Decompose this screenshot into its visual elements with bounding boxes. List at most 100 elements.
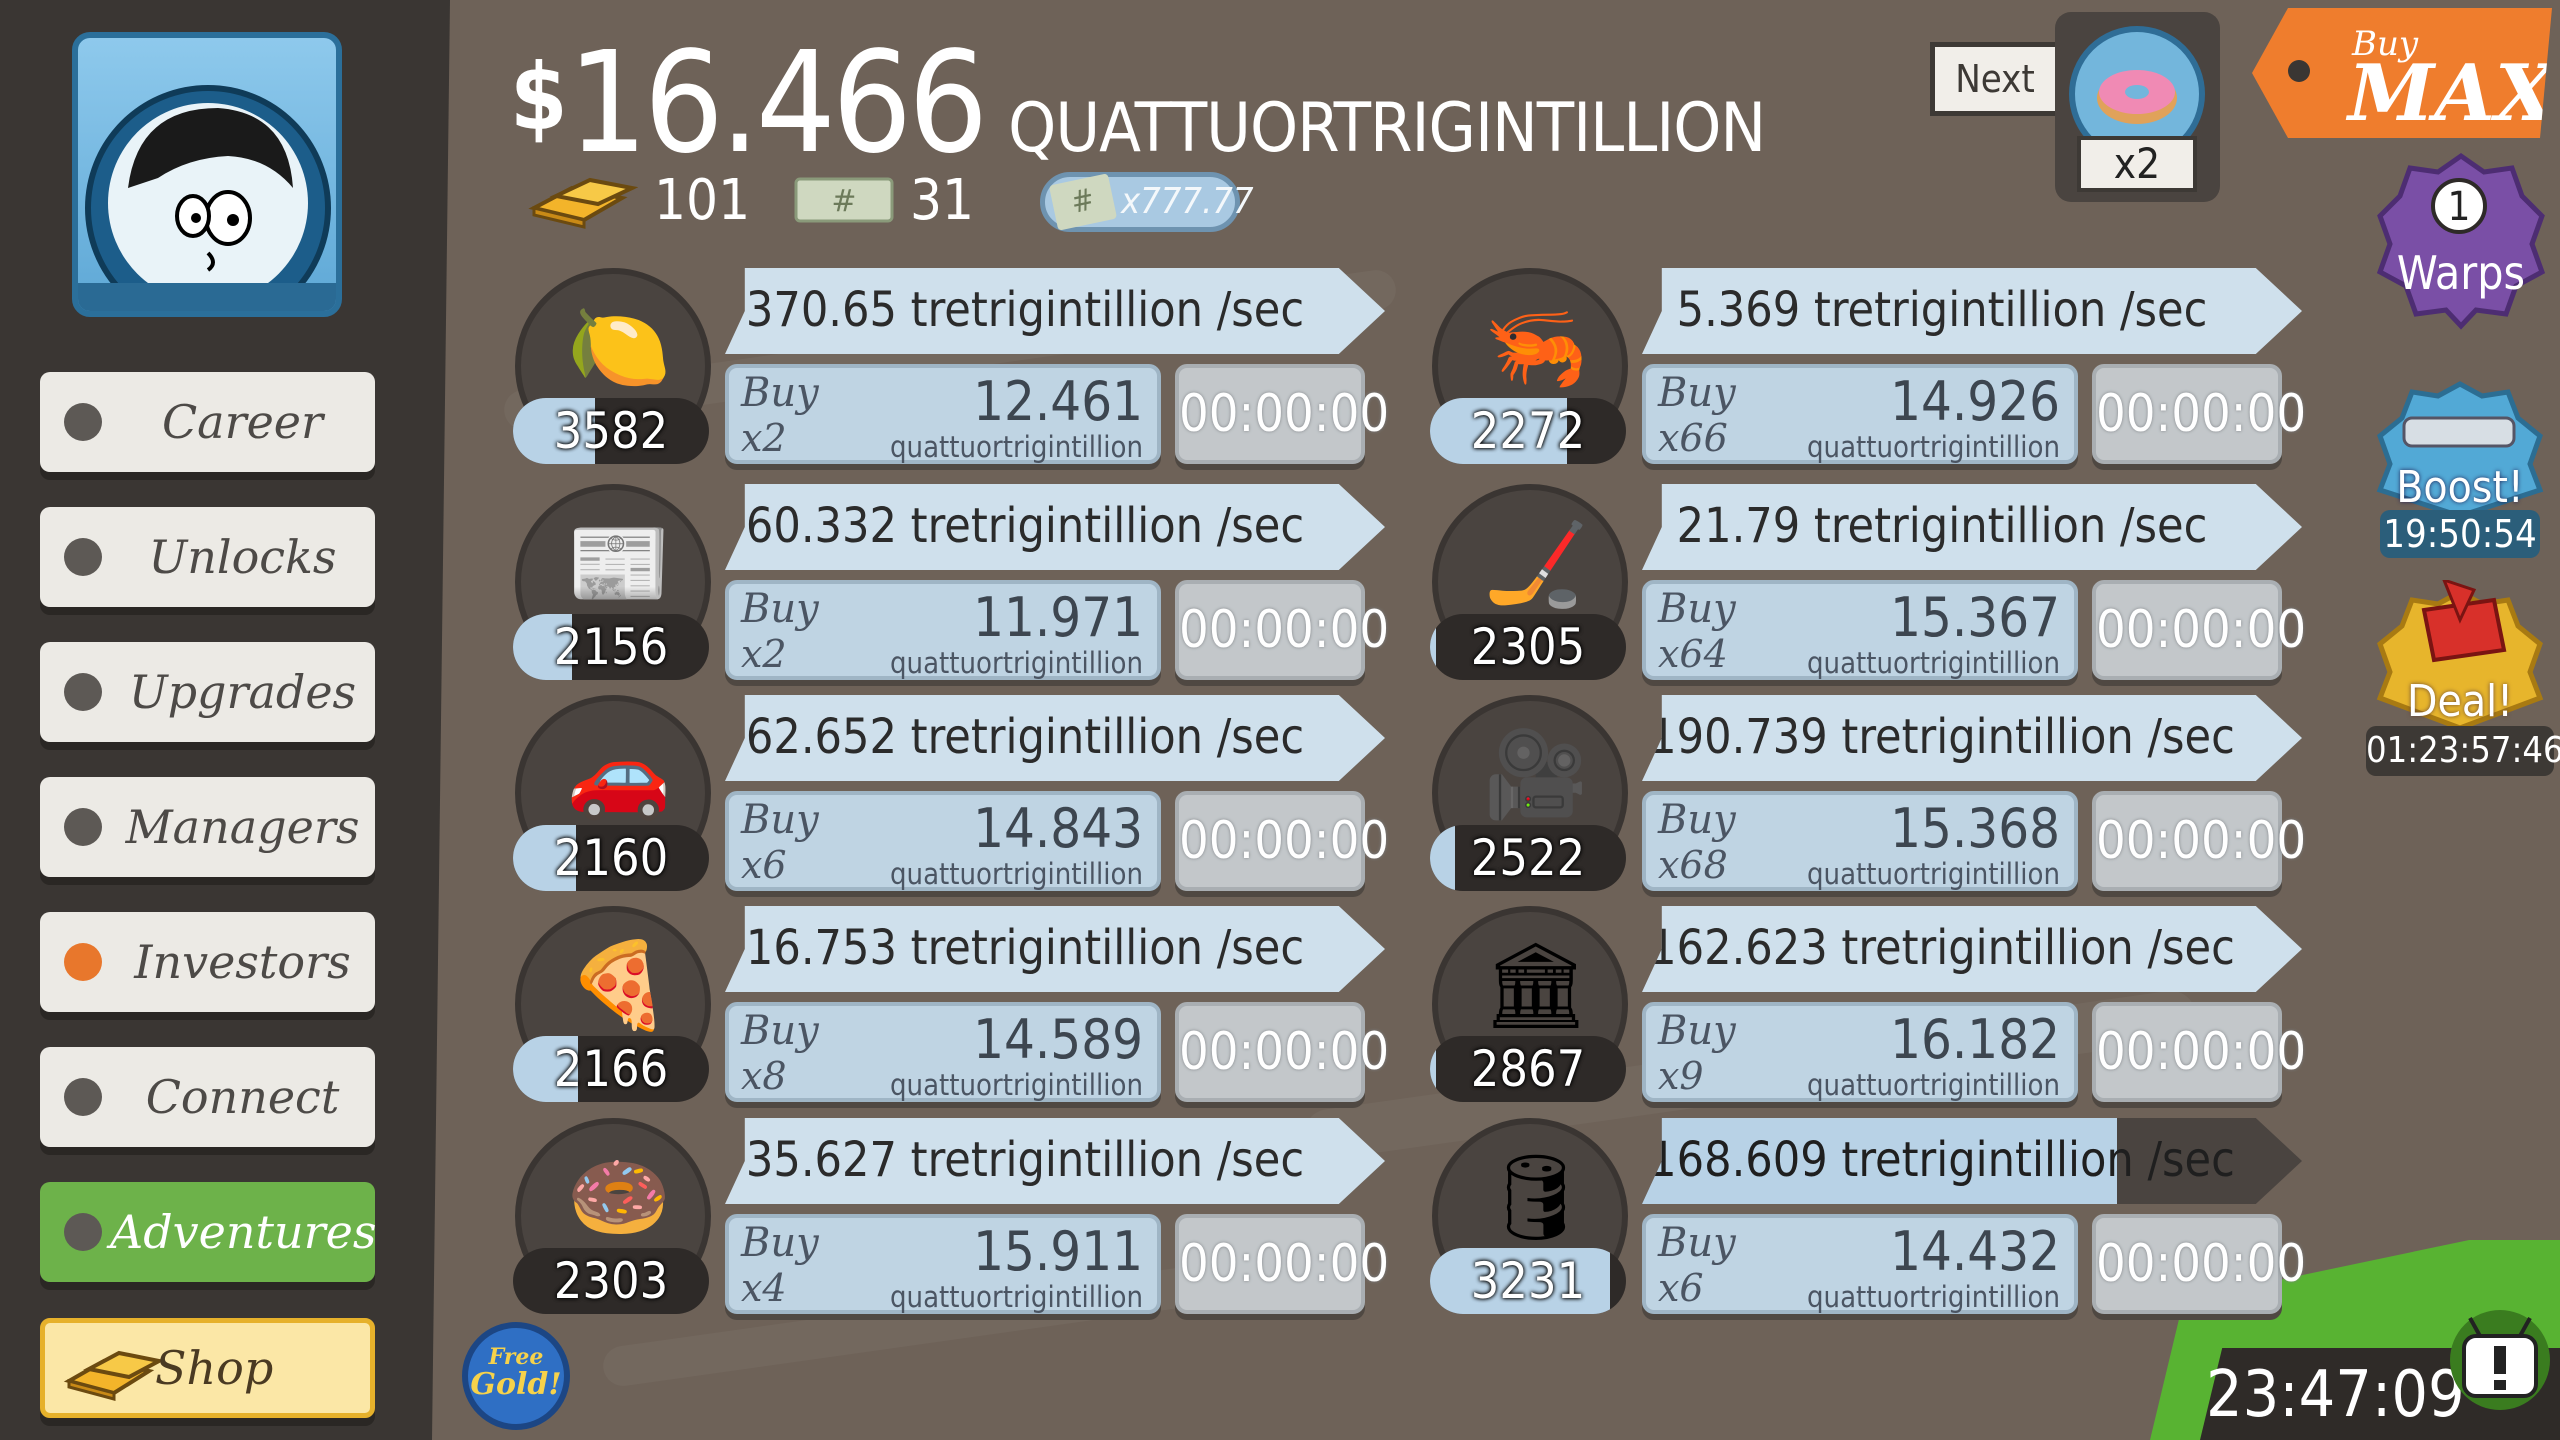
owned-count: 2166 — [553, 1040, 669, 1098]
milestone-progress-fill — [513, 1036, 578, 1102]
buy-button[interactable]: Buy x4 15.911 quattuortrigintillion — [725, 1214, 1161, 1314]
gold-bars-icon — [63, 1350, 165, 1401]
adventures-status-dot — [64, 1213, 102, 1251]
buy-word: Buy — [741, 586, 819, 632]
buy-price: 14.589 — [973, 1008, 1143, 1071]
owned-count: 3231 — [1470, 1252, 1586, 1310]
revenue-rate-bar[interactable]: 21.79 tretrigintillion /sec — [1642, 484, 2302, 570]
shop-label: Shop — [155, 1341, 274, 1395]
buy-price: 15.911 — [973, 1220, 1143, 1283]
sidebar-item-managers[interactable]: Managers — [40, 777, 375, 877]
cycle-timer-text: 00:00:00 — [2096, 1022, 2307, 1082]
gold-count: 101 — [654, 167, 751, 233]
owned-count: 2303 — [553, 1252, 669, 1310]
cycle-timer-text: 00:00:00 — [2096, 811, 2307, 871]
business-row: 📰 2156 60.332 tretrigintillion /sec Buy x2 11… — [513, 484, 1655, 684]
revenue-rate-bar[interactable]: 370.65 tretrigintillion /sec — [725, 268, 1385, 354]
owned-count: 3582 — [553, 402, 669, 460]
revenue-rate-bar[interactable]: 190.739 tretrigintillion /sec — [1642, 695, 2302, 781]
buy-price-unit: quattuortrigintillion — [889, 857, 1143, 891]
revenue-rate: 60.332 tretrigintillion /sec — [745, 498, 1305, 554]
boost-button[interactable]: Boost! 19:50:54 — [2374, 380, 2546, 560]
buy-multiplier: x8 — [741, 1054, 787, 1098]
buy-button[interactable]: Buy x8 14.589 quattuortrigintillion — [725, 1002, 1161, 1102]
cycle-progress-fill — [1642, 1118, 2118, 1204]
buy-button[interactable]: Buy x2 11.971 quattuortrigintillion — [725, 580, 1161, 680]
megabucks-icon: # — [1048, 173, 1118, 231]
buy-word: Buy — [1658, 1008, 1736, 1054]
sidebar-item-label: Connect — [145, 1070, 340, 1124]
business-row: 🎥 2522 190.739 tretrigintillion /sec Buy x68… — [1430, 695, 2560, 895]
warps-count: 1 — [2431, 178, 2487, 234]
connect-status-dot — [64, 1078, 102, 1116]
sidebar-item-connect[interactable]: Connect — [40, 1047, 375, 1147]
buy-button[interactable]: Buy x2 12.461 quattuortrigintillion — [725, 364, 1161, 464]
cycle-timer-text: 00:00:00 — [1179, 1234, 1390, 1294]
milestone-progress-fill — [1430, 825, 1456, 891]
milestone-progress-fill — [513, 614, 572, 680]
milestone-progress-fill — [1430, 1036, 1436, 1102]
revenue-rate-bar[interactable]: 16.753 tretrigintillion /sec — [725, 906, 1385, 992]
shop-button[interactable]: Shop — [40, 1318, 375, 1418]
cycle-timer: 00:00:00 — [2092, 791, 2307, 891]
event-timer: 23:47:09 — [2206, 1358, 2465, 1432]
sidebar-item-career[interactable]: Career — [40, 372, 375, 472]
free-gold-line1: Free — [488, 1344, 544, 1370]
buy-max-bottom: MAX — [2348, 48, 2556, 139]
megabucks-icon: # — [794, 177, 894, 223]
business-row: 🚗 2160 62.652 tretrigintillion /sec Buy x6 14… — [513, 695, 1655, 895]
sidebar-item-unlocks[interactable]: Unlocks — [40, 507, 375, 607]
avatar[interactable] — [72, 32, 342, 317]
buy-button[interactable]: Buy x6 14.432 quattuortrigintillion — [1642, 1214, 2078, 1314]
deal-button[interactable]: Deal! 01:23:57:46 — [2366, 577, 2560, 780]
revenue-rate: 21.79 tretrigintillion /sec — [1676, 498, 2208, 554]
buy-max-button[interactable]: Buy MAX — [2252, 8, 2552, 138]
revenue-rate-bar[interactable]: 162.623 tretrigintillion /sec — [1642, 906, 2302, 992]
buy-button[interactable]: Buy x68 15.368 quattuortrigintillion — [1642, 791, 2078, 891]
buy-button[interactable]: Buy x66 14.926 quattuortrigintillion — [1642, 364, 2078, 464]
multiplier-badge[interactable]: # x777.77 — [1040, 172, 1253, 232]
sidebar-item-investors[interactable]: Investors — [40, 912, 375, 1012]
buy-button[interactable]: Buy x6 14.843 quattuortrigintillion — [725, 791, 1161, 891]
buy-price: 11.971 — [973, 586, 1143, 649]
revenue-rate-bar[interactable]: 35.627 tretrigintillion /sec — [725, 1118, 1385, 1204]
buy-multiplier: x6 — [1658, 1266, 1704, 1310]
buy-button[interactable]: Buy x9 16.182 quattuortrigintillion — [1642, 1002, 2078, 1102]
lemon-icon: 🍋 — [566, 297, 672, 396]
buy-max-top: Buy — [2352, 24, 2419, 64]
sidebar-item-label: Managers — [125, 800, 360, 854]
revenue-rate: 162.623 tretrigintillion /sec — [1649, 920, 2235, 976]
revenue-rate: 62.652 tretrigintillion /sec — [745, 709, 1305, 765]
buy-price: 14.432 — [1890, 1220, 2060, 1283]
owned-count-bar: 3582 — [513, 398, 709, 464]
buy-price-unit: quattuortrigintillion — [889, 1280, 1143, 1314]
buy-button[interactable]: Buy x64 15.367 quattuortrigintillion — [1642, 580, 2078, 680]
car-wash-icon: 🚗 — [566, 724, 672, 823]
next-upgrade-panel[interactable]: x2 — [2055, 12, 2220, 202]
business-row: 🏛 2867 162.623 tretrigintillion /sec Buy x9 1… — [1430, 906, 2560, 1106]
revenue-rate-bar[interactable]: 5.369 tretrigintillion /sec — [1642, 268, 2302, 354]
sidebar-item-upgrades[interactable]: Upgrades — [40, 642, 375, 742]
sidebar-item-label: Adventures — [110, 1205, 377, 1259]
owned-count-bar: 2303 — [513, 1248, 709, 1314]
warps-button[interactable]: 1 Warps — [2376, 150, 2546, 330]
cycle-timer: 00:00:00 — [2092, 580, 2306, 680]
buy-price: 14.926 — [1890, 370, 2060, 433]
revenue-rate: 190.739 tretrigintillion /sec — [1649, 709, 2235, 765]
revenue-rate-bar[interactable]: 62.652 tretrigintillion /sec — [725, 695, 1385, 781]
bank-icon: 🏛 — [1482, 935, 1590, 1034]
gold-bars-icon — [528, 177, 638, 229]
buy-price-unit: quattuortrigintillion — [889, 1068, 1143, 1102]
milestone-progress-fill — [1430, 614, 1436, 680]
cycle-timer-text: 00:00:00 — [2096, 384, 2307, 444]
revenue-rate-bar[interactable]: 60.332 tretrigintillion /sec — [725, 484, 1385, 570]
free-gold-button[interactable]: Free Gold! — [462, 1322, 570, 1430]
svg-text:#: # — [831, 184, 856, 219]
cycle-timer-text: 00:00:00 — [2096, 1234, 2307, 1294]
money-display: $16.466 QUATTUORTRIGINTILLION — [510, 22, 1766, 185]
boost-car-icon — [2376, 381, 2544, 519]
sidebar-item-adventures[interactable]: Adventures — [40, 1182, 377, 1282]
boost-label: Boost! — [2396, 462, 2524, 513]
revenue-rate-bar[interactable]: 168.609 tretrigintillion /sec — [1642, 1118, 2302, 1204]
revenue-rate: 370.65 tretrigintillion /sec — [745, 282, 1305, 338]
